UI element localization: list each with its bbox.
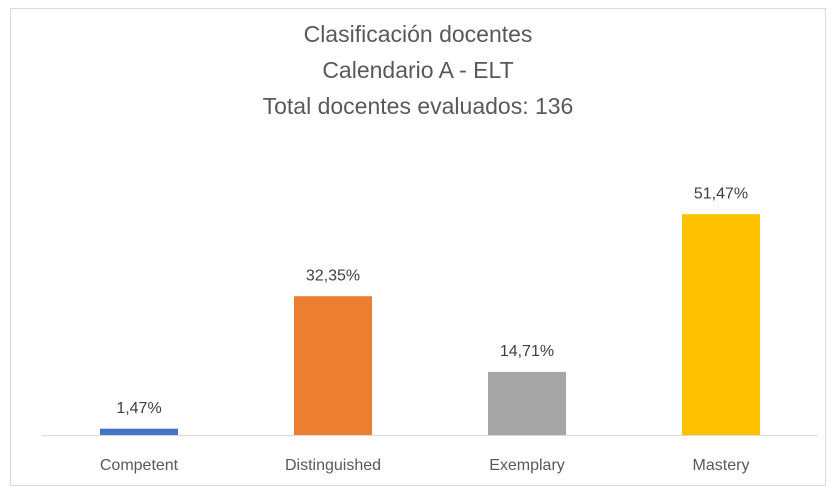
bar [294,296,372,435]
x-tick-label: Distinguished [285,457,381,474]
value-label: 51,47% [694,185,748,202]
chart-subtitle: Calendario A - ELT [322,57,513,83]
x-tick-label: Exemplary [489,457,565,474]
value-label: 1,47% [116,400,161,417]
x-tick-label: Mastery [693,457,750,474]
value-label: 32,35% [306,267,360,284]
bar [488,371,566,435]
bar [100,428,178,435]
chart-title: Clasificación docentes [304,21,533,47]
x-tick-label: Competent [100,457,179,474]
bar [682,214,760,435]
chart-subtitle: Total docentes evaluados: 136 [263,93,574,119]
value-label: 14,71% [500,343,554,360]
